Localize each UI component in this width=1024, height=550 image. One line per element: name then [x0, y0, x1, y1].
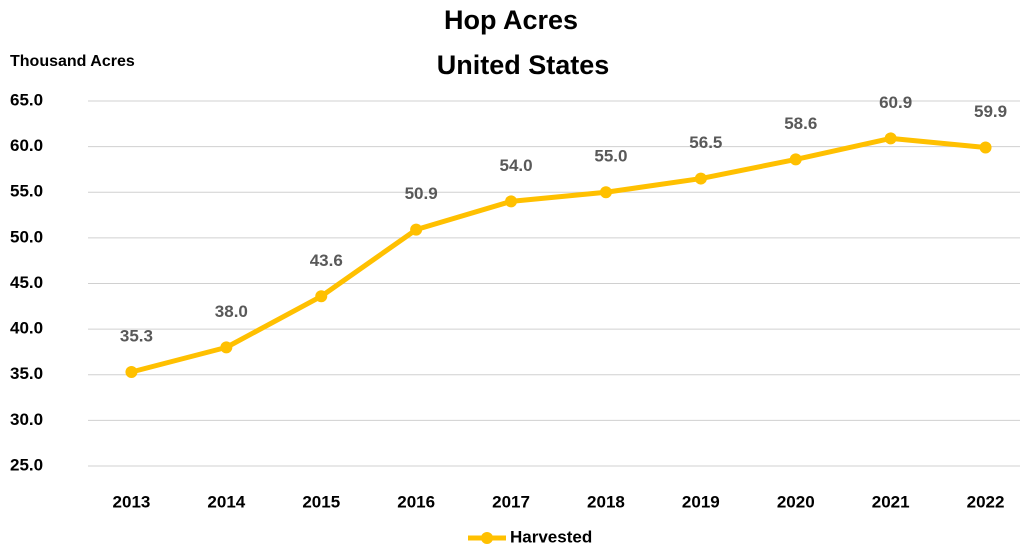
x-tick-label: 2020 [777, 492, 815, 511]
y-tick-label: 60.0 [10, 136, 43, 155]
data-point [315, 290, 328, 303]
y-tick-label: 40.0 [10, 319, 43, 338]
data-point [125, 366, 138, 379]
y-tick-label: 50.0 [10, 227, 43, 246]
x-tick-label: 2022 [967, 492, 1005, 511]
y-tick-label: 25.0 [10, 455, 43, 474]
x-tick-label: 2021 [872, 492, 910, 511]
data-point [979, 141, 992, 154]
data-label: 56.5 [689, 133, 722, 152]
y-tick-label: 30.0 [10, 410, 43, 429]
data-label: 38.0 [215, 302, 248, 321]
data-label: 50.9 [405, 184, 438, 203]
data-label: 43.6 [310, 251, 343, 270]
x-tick-label: 2014 [207, 492, 245, 511]
data-point [505, 195, 518, 208]
data-point [884, 132, 897, 145]
data-label: 59.9 [974, 102, 1007, 121]
data-point [410, 223, 423, 236]
y-tick-label: 45.0 [10, 273, 43, 292]
y-tick-label: 35.0 [10, 364, 43, 383]
data-point [694, 172, 707, 185]
data-label: 55.0 [594, 147, 627, 166]
x-tick-label: 2016 [397, 492, 435, 511]
x-tick-label: 2013 [113, 492, 151, 511]
data-label: 60.9 [879, 93, 912, 112]
data-point [599, 186, 612, 199]
x-tick-label: 2017 [492, 492, 530, 511]
x-tick-label: 2018 [587, 492, 625, 511]
legend-marker [481, 532, 493, 544]
chart-subtitle: United States [437, 50, 610, 80]
data-label: 54.0 [500, 156, 533, 175]
data-point [220, 341, 233, 354]
legend-label: Harvested [510, 527, 592, 546]
y-axis-label: Thousand Acres [10, 53, 135, 70]
data-line [130, 135, 986, 375]
data-point [789, 153, 802, 166]
x-tick-label: 2019 [682, 492, 720, 511]
x-tick-label: 2015 [302, 492, 340, 511]
chart-title: Hop Acres [444, 5, 578, 35]
data-label: 58.6 [784, 114, 817, 133]
data-label: 35.3 [120, 326, 153, 345]
y-tick-label: 65.0 [10, 90, 43, 109]
y-tick-label: 55.0 [10, 182, 43, 201]
